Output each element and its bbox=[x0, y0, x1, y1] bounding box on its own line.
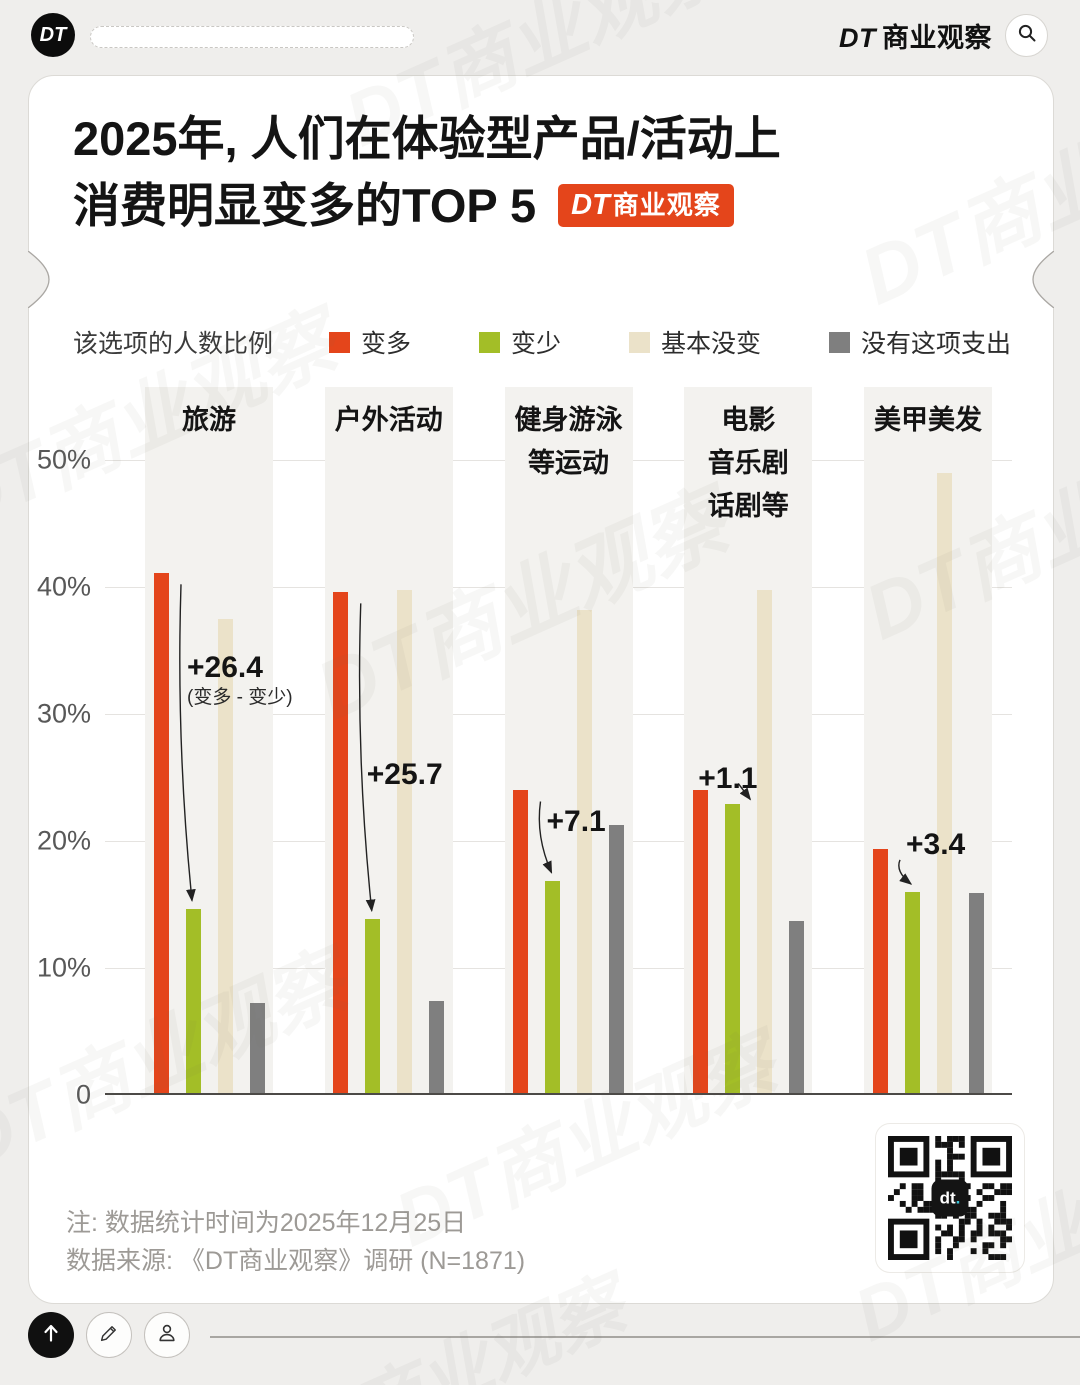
bar-变少 bbox=[185, 908, 201, 1094]
y-axis-tick: 40% bbox=[36, 571, 91, 602]
footnote-date: 注: 数据统计时间为2025年12月25日 bbox=[66, 1209, 467, 1237]
profile-button[interactable] bbox=[144, 1312, 190, 1358]
page-title: 2025年, 人们在体验型产品/活动上 消费明显变多的TOP 5 DT 商业观察 bbox=[73, 106, 781, 239]
bar-没有这项支出 bbox=[788, 921, 804, 1094]
category-label: 旅游 bbox=[182, 405, 236, 435]
bar-没有这项支出 bbox=[968, 893, 984, 1094]
bar-没有这项支出 bbox=[249, 1002, 265, 1094]
category-label: 健身游泳 等运动 bbox=[514, 405, 623, 479]
brand-dt: DT bbox=[839, 23, 876, 53]
dt-logo: DT bbox=[31, 13, 75, 57]
qr-code: dt. bbox=[876, 1124, 1024, 1272]
y-axis-tick: 0 bbox=[75, 1079, 91, 1110]
bar-基本没变 bbox=[397, 589, 413, 1094]
bar-变多 bbox=[513, 790, 528, 1094]
qr-logo-dot: . bbox=[955, 1188, 961, 1207]
edit-button[interactable] bbox=[86, 1312, 132, 1358]
legend-item: 没有这项支出 bbox=[828, 324, 1011, 360]
annotation-label: +3.4 bbox=[906, 828, 966, 862]
bottom-toolbar bbox=[28, 1312, 190, 1358]
legend-label: 基本没变 bbox=[660, 330, 761, 358]
chart-legend: 该选项的人数比例 变多 变少 基本没变 没有这项支出 bbox=[73, 324, 1011, 360]
legend-label: 变多 bbox=[361, 330, 412, 358]
category-label: 户外活动 bbox=[334, 405, 443, 435]
search-icon bbox=[1017, 23, 1037, 48]
scroll-to-top-button[interactable] bbox=[28, 1312, 74, 1358]
bar-基本没变 bbox=[217, 619, 233, 1094]
bar-变多 bbox=[692, 790, 708, 1094]
card-notch-left bbox=[28, 251, 50, 308]
annotation-label: +26.4 (变多 - 变少) bbox=[187, 650, 293, 708]
bar-变多 bbox=[872, 848, 888, 1094]
bar-没有这项支出 bbox=[429, 1001, 445, 1094]
annotation-arrows bbox=[179, 584, 913, 913]
y-axis-tick: 20% bbox=[36, 825, 91, 856]
search-input[interactable] bbox=[90, 26, 414, 48]
legend-item: 变少 bbox=[479, 324, 561, 360]
card-notch-right bbox=[1032, 251, 1054, 308]
topbar-right: DT 商业观察 bbox=[839, 14, 1048, 57]
title-line-1: 2025年, 人们在体验型产品/活动上 bbox=[73, 112, 781, 165]
bar-没有这项支出 bbox=[609, 824, 624, 1094]
bar-chart: 50% 40% 30% 20% 10% 0 旅游 户外活动 健身游泳 等运动 电影 音乐剧 话剧等 美甲美… bbox=[37, 383, 1012, 1110]
category-band: 健身游泳 等运动 bbox=[504, 387, 633, 1095]
dt-badge: DT 商业观察 bbox=[558, 183, 734, 227]
legend-swatch bbox=[329, 331, 351, 353]
bar-变少 bbox=[724, 804, 740, 1094]
qr-pattern bbox=[888, 1136, 1012, 1260]
x-axis-line bbox=[105, 1093, 1012, 1095]
category-band: 户外活动 bbox=[324, 387, 453, 1095]
category-band: 旅游 bbox=[145, 387, 273, 1095]
legend-swatch bbox=[828, 331, 850, 353]
annotation-label: +1.1 bbox=[698, 762, 758, 796]
bar-基本没变 bbox=[577, 610, 592, 1094]
bar-基本没变 bbox=[936, 472, 952, 1094]
legend-swatch bbox=[479, 331, 500, 353]
legend-items: 变多 变少 基本没变 没有这项支出 bbox=[329, 324, 1011, 360]
qr-center-logo: dt. bbox=[931, 1179, 969, 1217]
y-axis-tick: 10% bbox=[36, 952, 91, 983]
legend-swatch bbox=[628, 331, 650, 353]
user-icon bbox=[155, 1321, 179, 1350]
bar-变少 bbox=[904, 892, 920, 1094]
legend-label: 变少 bbox=[511, 330, 562, 358]
title-line-2: 消费明显变多的TOP 5 DT 商业观察 bbox=[73, 173, 781, 240]
footnote-source: 数据来源: 《DT商业观察》调研 (N=1871) bbox=[66, 1246, 526, 1275]
bar-变多 bbox=[153, 573, 169, 1094]
brand-title: DT 商业观察 bbox=[839, 16, 992, 55]
category-label: 美甲美发 bbox=[874, 405, 982, 435]
bar-变少 bbox=[545, 880, 560, 1094]
category-band: 电影 音乐剧 话剧等 bbox=[684, 387, 813, 1095]
search-button[interactable] bbox=[1005, 14, 1048, 57]
y-axis-tick: 30% bbox=[36, 698, 91, 729]
annotation-label: +7.1 bbox=[546, 805, 606, 839]
toolbar-divider bbox=[210, 1336, 1080, 1338]
y-axis-tick: 50% bbox=[36, 444, 91, 475]
badge-dt: DT bbox=[571, 188, 610, 221]
legend-intro: 该选项的人数比例 bbox=[73, 330, 274, 358]
category-band: 美甲美发 bbox=[864, 387, 992, 1095]
legend-item: 变多 bbox=[329, 324, 411, 360]
bar-变多 bbox=[333, 592, 349, 1094]
badge-text: 商业观察 bbox=[612, 190, 721, 221]
legend-item: 基本没变 bbox=[628, 324, 761, 360]
arrow-up-icon bbox=[39, 1321, 63, 1350]
annotation-label: +25.7 bbox=[366, 758, 443, 792]
legend-label: 没有这项支出 bbox=[860, 330, 1011, 358]
category-label: 电影 音乐剧 话剧等 bbox=[707, 405, 789, 522]
pencil-icon bbox=[98, 1321, 121, 1349]
brand-text: 商业观察 bbox=[882, 23, 992, 53]
footnotes: 注: 数据统计时间为2025年12月25日 数据来源: 《DT商业观察》调研 (… bbox=[66, 1205, 525, 1280]
bar-基本没变 bbox=[756, 589, 772, 1094]
bar-变少 bbox=[365, 918, 381, 1094]
